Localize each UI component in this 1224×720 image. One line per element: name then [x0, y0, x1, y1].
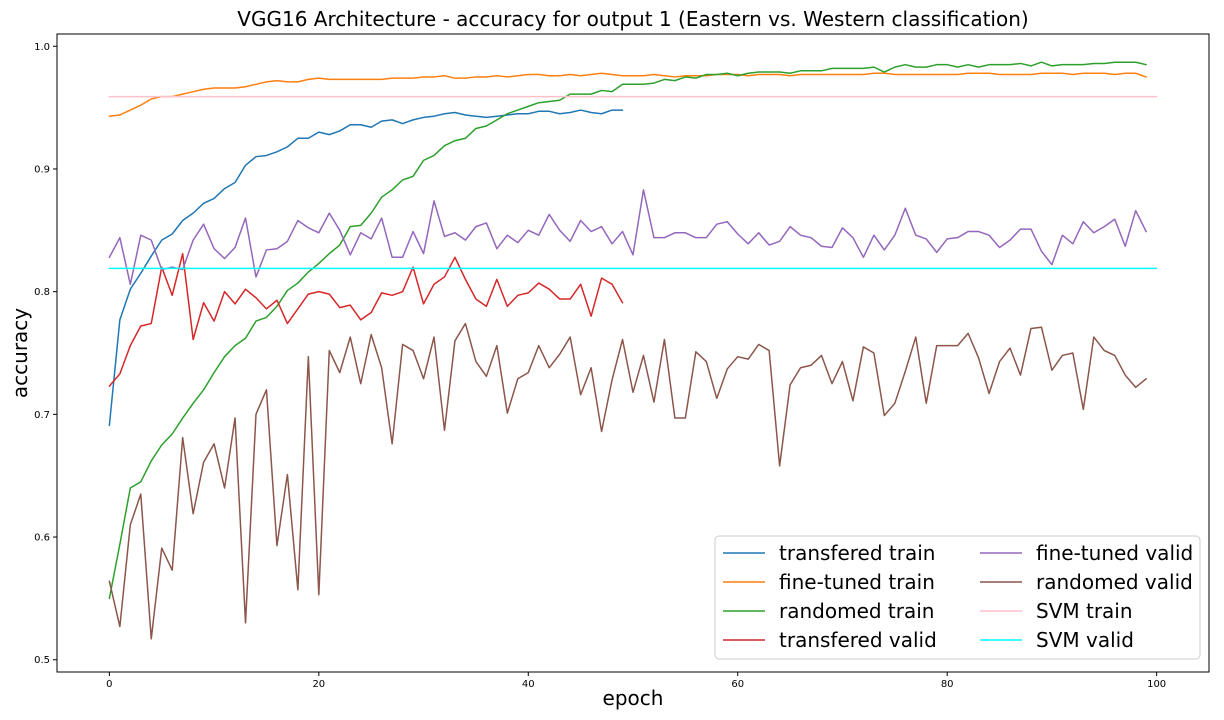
x-tick-label: 0 — [106, 679, 112, 690]
legend-frame — [714, 535, 1201, 660]
y-tick-label: 0.7 — [34, 410, 50, 421]
chart-title: VGG16 Architecture - accuracy for output… — [237, 7, 1028, 31]
y-tick-label: 0.5 — [34, 655, 50, 666]
x-tick-label: 40 — [522, 679, 535, 690]
y-tick-label: 0.8 — [34, 287, 50, 298]
series-line-randomed-train — [108, 61, 1147, 600]
y-tick-label: 1.0 — [34, 42, 50, 53]
x-axis: 0 20 40 60 80 100 — [106, 672, 1166, 690]
y-tick-label: 0.9 — [34, 164, 50, 175]
legend-label-svm-train: SVM train — [1036, 599, 1133, 623]
plot-frame — [56, 33, 1210, 673]
x-tick-label: 100 — [1147, 679, 1166, 690]
series-line-transfered-train — [108, 109, 624, 427]
x-axis-label: epoch — [603, 686, 664, 710]
legend-label-fine-tuned-train: fine-tuned train — [779, 570, 935, 594]
legend-label-transfered-train: transfered train — [779, 541, 935, 565]
series-layer — [108, 61, 1158, 640]
x-tick-label: 80 — [941, 679, 954, 690]
series-line-fine-tuned-train — [108, 72, 1147, 117]
series-line-transfered-valid — [108, 252, 624, 387]
legend-label-randomed-train: randomed train — [779, 599, 934, 623]
series-line-fine-tuned-valid — [108, 189, 1147, 286]
y-axis: 0.5 0.6 0.7 0.8 0.9 1.0 — [34, 42, 57, 666]
legend-label-transfered-valid: transfered valid — [779, 628, 937, 652]
series-line-randomed-valid — [108, 322, 1147, 640]
y-axis-label: accuracy — [8, 308, 32, 398]
legend: transfered train fine-tuned train randomed… — [714, 535, 1201, 660]
legend-label-svm-valid: SVM valid — [1036, 628, 1134, 652]
x-tick-label: 60 — [731, 679, 744, 690]
x-tick-label: 20 — [312, 679, 325, 690]
legend-label-randomed-valid: randomed valid — [1036, 570, 1193, 594]
y-tick-label: 0.6 — [34, 533, 50, 544]
legend-label-fine-tuned-valid: fine-tuned valid — [1036, 541, 1193, 565]
